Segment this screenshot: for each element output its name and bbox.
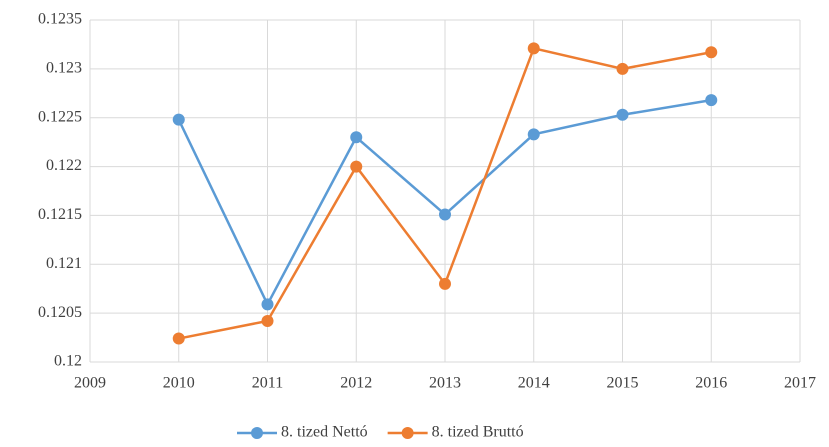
x-tick-label: 2009 xyxy=(74,375,106,392)
x-tick-label: 2010 xyxy=(163,375,195,392)
y-tick-label: 0.1215 xyxy=(38,206,82,223)
point xyxy=(261,298,274,311)
legend-marker xyxy=(401,427,414,439)
x-tick-label: 2011 xyxy=(252,375,283,392)
y-tick-label: 0.121 xyxy=(46,255,82,272)
legend-item: 8. tized Bruttó xyxy=(387,424,524,441)
legend-item: 8. tized Nettó xyxy=(237,424,368,441)
point xyxy=(172,332,185,345)
point xyxy=(350,160,363,173)
point xyxy=(172,113,185,126)
point xyxy=(439,277,451,290)
x-tick-label: 2016 xyxy=(695,375,727,392)
point xyxy=(616,62,629,75)
x-tick-label: 2015 xyxy=(607,375,639,392)
point xyxy=(527,128,540,141)
x-tick-label: 2012 xyxy=(340,375,372,392)
y-tick-label: 0.12 xyxy=(54,353,82,370)
point xyxy=(705,46,718,59)
point xyxy=(616,108,629,121)
point xyxy=(439,208,451,221)
y-tick-label: 0.123 xyxy=(46,60,82,77)
x-tick-label: 2013 xyxy=(429,375,461,392)
point xyxy=(705,94,718,107)
y-tick-label: 0.1225 xyxy=(38,108,82,125)
y-tick-label: 0.1235 xyxy=(38,11,82,28)
point xyxy=(527,42,540,55)
x-tick-label: 2014 xyxy=(518,375,550,392)
legend-label: 8. tized Bruttó xyxy=(432,424,524,441)
legend-marker xyxy=(251,427,263,439)
x-tick-label: 2017 xyxy=(784,375,816,392)
y-tick-label: 0.1205 xyxy=(38,304,82,321)
y-tick-label: 0.122 xyxy=(46,157,82,174)
legend-label: 8. tized Nettó xyxy=(281,424,368,441)
point xyxy=(350,131,363,144)
point xyxy=(261,314,274,327)
